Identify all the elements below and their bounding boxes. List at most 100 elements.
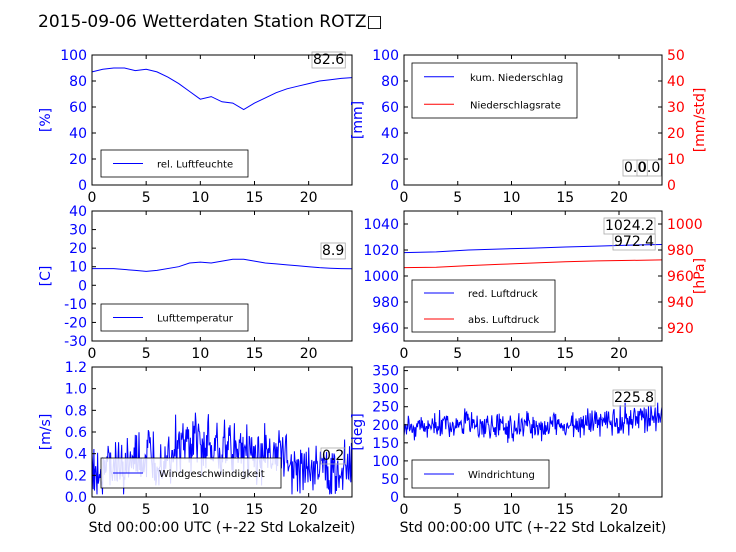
windspeed-ytick-label: 0.0 — [65, 490, 87, 506]
pressure-xtick-label: 0 — [400, 346, 409, 362]
winddirection-ytick-label: 200 — [372, 418, 399, 434]
pressure-xtick-label: 5 — [453, 346, 462, 362]
precipitation-y2label: [mm/std] — [692, 88, 708, 153]
temperature-ytick-label: -10 — [64, 297, 87, 313]
temperature-current-value-0: 8.9 — [322, 243, 344, 259]
pressure-ytick-label: 960 — [372, 321, 399, 337]
pressure-y2tick-label: 940 — [667, 295, 694, 311]
winddirection-xlabel: Std 00:00:00 UTC (+-22 Std Lokalzeit) — [400, 520, 667, 536]
windspeed-ytick-label: 0.8 — [65, 403, 87, 419]
winddirection-xtick-label: 5 — [453, 502, 462, 518]
winddirection-ytick-label: 350 — [372, 364, 399, 380]
pressure-series-0-line — [403, 244, 663, 254]
humidity-ytick-label: 40 — [69, 126, 87, 142]
humidity-ytick-label: 0 — [78, 178, 87, 194]
humidity-ytick-label: 60 — [69, 100, 87, 116]
temperature-xtick-label: 20 — [300, 346, 318, 362]
precipitation-y2tick-label: 40 — [667, 74, 685, 90]
precipitation-xtick-label: 15 — [556, 190, 574, 206]
windspeed-ytick-label: 0.2 — [65, 468, 87, 484]
temperature-xtick-label: 0 — [88, 346, 97, 362]
winddirection-ytick-label: 50 — [381, 472, 399, 488]
precipitation-frame — [403, 54, 663, 186]
winddirection-ytick-label: 0 — [390, 490, 399, 506]
winddirection-series-0-line — [403, 402, 663, 443]
precipitation-current-value-0: 0.0 — [624, 160, 646, 176]
temperature-ytick-label: 20 — [69, 241, 87, 257]
winddirection-xtick-label: 0 — [400, 502, 409, 518]
windspeed-current-value-0: 0.2 — [322, 448, 344, 464]
precipitation-legend-label-0: kum. Niederschlag — [470, 73, 563, 84]
humidity-xtick-label: 10 — [191, 190, 209, 206]
windspeed-ytick-label: 0.4 — [65, 447, 87, 463]
winddirection-panel: 225.80 5 10 15 20050100150200250300350[deg]S… — [350, 364, 666, 536]
winddirection-xtick-label: 20 — [610, 502, 628, 518]
humidity-series-0-line — [91, 67, 353, 111]
humidity-legend-box — [100, 149, 249, 178]
temperature-ytick-label: 10 — [69, 260, 87, 276]
windspeed-xtick-label: 20 — [300, 502, 318, 518]
pressure-xtick-label: 10 — [503, 346, 521, 362]
temperature-legend-label-0: Lufttemperatur — [157, 314, 234, 325]
winddirection-legend-label-0: Windrichtung — [468, 470, 535, 481]
humidity-ylabel: [%] — [38, 108, 54, 132]
winddirection-xtick-label: 10 — [503, 502, 521, 518]
pressure-xtick-label: 15 — [556, 346, 574, 362]
pressure-ytick-label: 1020 — [363, 243, 399, 259]
humidity-xtick-label: 0 — [88, 190, 97, 206]
windspeed-xtick-label: 15 — [246, 502, 264, 518]
pressure-legend-label-0: red. Luftdruck — [468, 289, 538, 300]
precipitation-panel: 0.00.0 0 5 10 15 20 0 20 40 60 80 100 0 10 20 30 40 50 [mm… — [350, 48, 708, 206]
pressure-xtick-label: 20 — [610, 346, 628, 362]
windspeed-xtick-label: 5 — [142, 502, 151, 518]
precipitation-xtick-label: 0 — [400, 190, 409, 206]
temperature-ylabel: [C] — [38, 266, 54, 287]
pressure-legend-label-1: abs. Luftdruck — [468, 315, 539, 326]
pressure-legend-box — [411, 279, 556, 333]
winddirection-ytick-label: 250 — [372, 400, 399, 416]
precipitation-xtick-label: 10 — [503, 190, 521, 206]
windspeed-xlabel: Std 00:00:00 UTC (+-22 Std Lokalzeit) — [89, 520, 356, 536]
precipitation-y2tick-label: 10 — [667, 152, 685, 168]
humidity-current-value-0: 82.6 — [313, 52, 344, 68]
temperature-ytick-label: -20 — [64, 315, 87, 331]
humidity-panel: 82.6 0 5 10 15 20 0 20 40 60 80 100 [%] rel. Luftfeuc… — [38, 48, 353, 206]
precipitation-y2tick-label: 0 — [667, 178, 676, 194]
humidity-ytick-label: 80 — [69, 74, 87, 90]
temperature-xtick-label: 10 — [191, 346, 209, 362]
temperature-xtick-label: 15 — [246, 346, 264, 362]
pressure-current-value-1: 972.4 — [614, 234, 654, 250]
windspeed-ytick-label: 0.6 — [65, 425, 87, 441]
windspeed-current-value-box-0 — [320, 447, 346, 465]
winddirection-ytick-label: 300 — [372, 382, 399, 398]
pressure-series-1-line — [403, 259, 663, 269]
humidity-ytick-label: 20 — [69, 152, 87, 168]
winddirection-current-value-box-0 — [612, 389, 656, 407]
humidity-xtick-label: 15 — [246, 190, 264, 206]
humidity-xtick-label: 5 — [142, 190, 151, 206]
windspeed-ytick-label: 1.0 — [65, 382, 87, 398]
pressure-ytick-label: 1040 — [363, 217, 399, 233]
temperature-xtick-label: 5 — [142, 346, 151, 362]
windspeed-legend-label-0: Windgeschwindigkeit — [159, 469, 265, 480]
temperature-frame — [91, 210, 353, 342]
pressure-y2tick-label: 980 — [667, 243, 694, 259]
temperature-current-value-box-0 — [320, 242, 346, 260]
winddirection-ylabel: [deg] — [350, 413, 366, 450]
precipitation-y2tick-label: 30 — [667, 100, 685, 116]
precipitation-current-value-box-1 — [636, 159, 662, 177]
humidity-ytick-label: 100 — [60, 48, 87, 64]
precipitation-ytick-label: 0 — [390, 178, 399, 194]
winddirection-frame — [403, 366, 663, 498]
temperature-series-0-line — [92, 258, 353, 272]
precipitation-current-value-box-0 — [622, 159, 648, 177]
winddirection-ytick-label: 150 — [372, 436, 399, 452]
windspeed-ylabel: [m/s] — [38, 414, 54, 451]
precipitation-y2tick-label: 20 — [667, 126, 685, 142]
precipitation-ytick-label: 40 — [381, 126, 399, 142]
precipitation-ytick-label: 80 — [381, 74, 399, 90]
windspeed-xtick-label: 10 — [191, 502, 209, 518]
temperature-ytick-label: -30 — [64, 334, 87, 350]
